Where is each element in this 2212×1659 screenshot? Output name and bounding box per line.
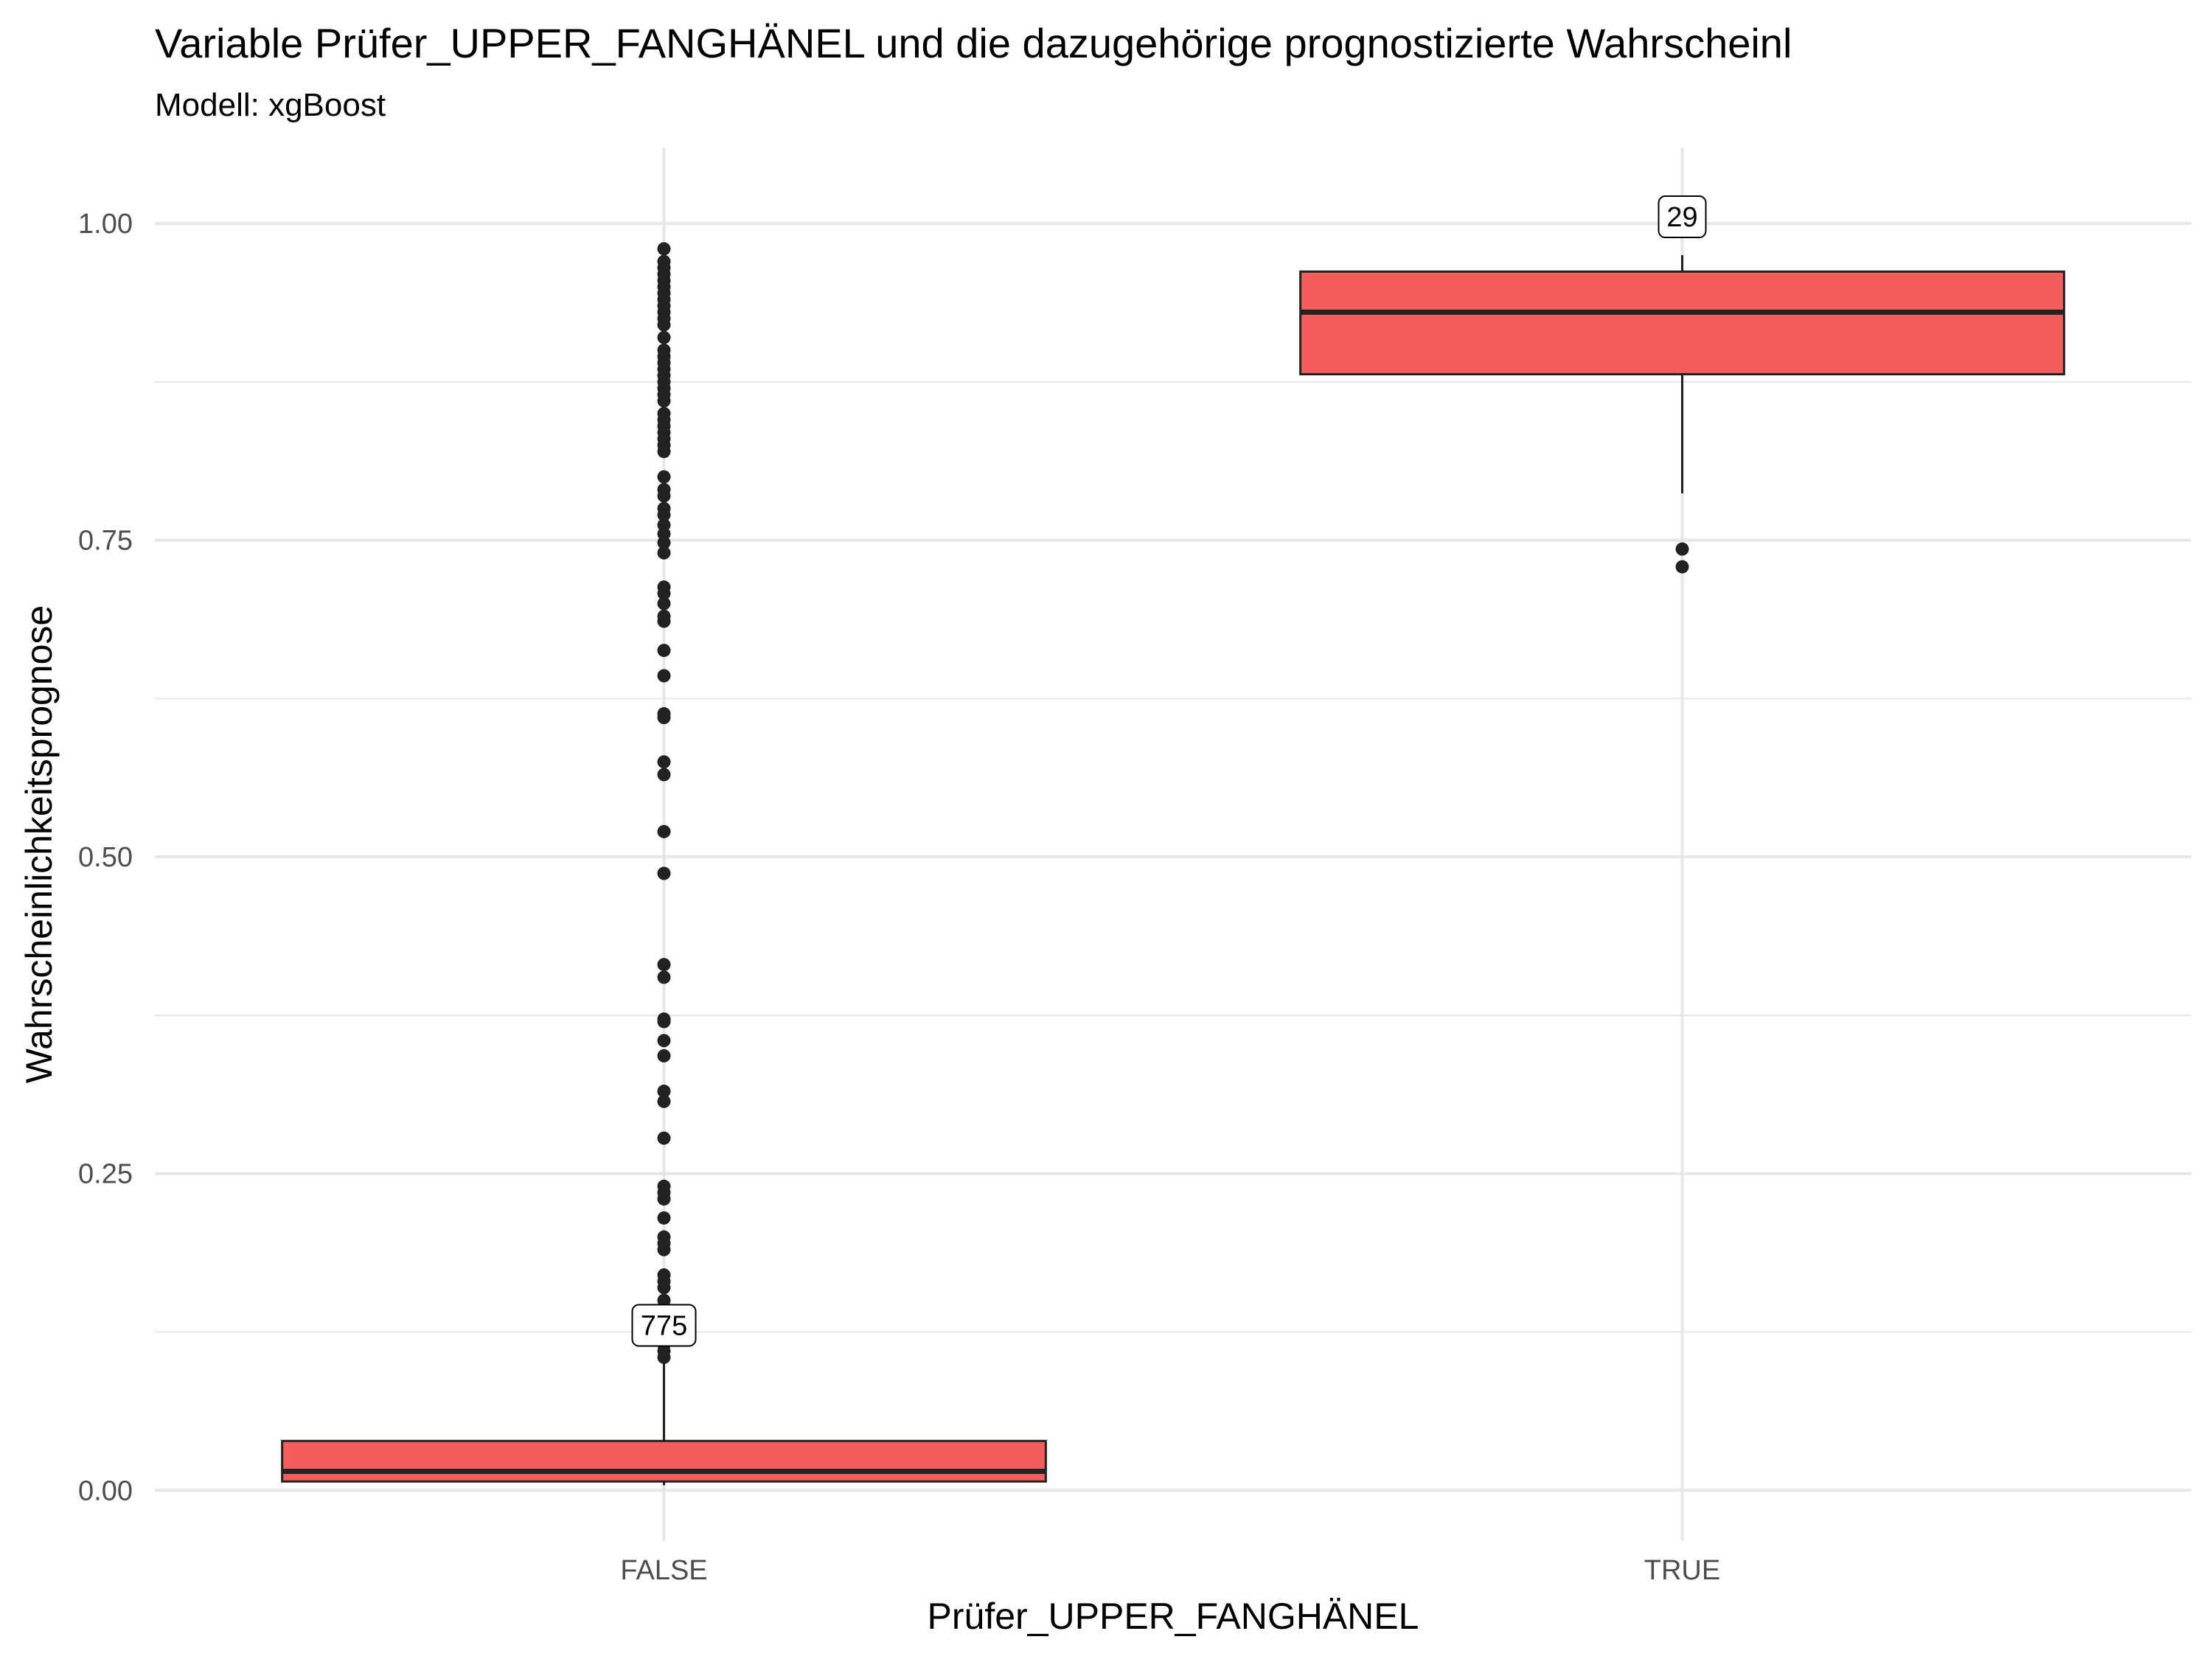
count-label-box <box>631 1304 697 1347</box>
x-tick-label: TRUE <box>1644 1555 1720 1586</box>
outlier-point <box>657 644 671 658</box>
outlier-point <box>657 768 671 782</box>
x-tick-label: FALSE <box>620 1555 707 1586</box>
y-axis: 0.00 0.25 0.50 0.75 1.00 <box>78 209 133 1506</box>
y-tick-label: 0.50 <box>78 842 133 873</box>
box-iqr <box>281 1439 1047 1483</box>
outlier-point <box>657 1034 671 1048</box>
outlier-point <box>657 597 671 611</box>
outlier-point <box>657 343 671 357</box>
outlier-point <box>657 546 671 560</box>
outlier-point <box>657 1268 671 1282</box>
outlier-point <box>657 1094 671 1108</box>
outlier-point <box>657 470 671 484</box>
x-axis: FALSE TRUE <box>620 1555 1720 1586</box>
plot-panel: 775 29 <box>155 147 2191 1541</box>
outlier-point <box>657 755 671 769</box>
outlier-point <box>657 1012 671 1026</box>
outlier-point <box>657 1293 671 1307</box>
outlier-point <box>657 482 671 496</box>
y-tick-label: 0.75 <box>78 526 133 557</box>
x-axis-title: Prüfer_UPPER_FANGHÄNEL <box>928 1596 1419 1637</box>
outlier-point <box>657 824 671 838</box>
box-iqr <box>1299 270 2065 376</box>
outlier-point <box>657 866 671 880</box>
y-tick-label: 1.00 <box>78 209 133 240</box>
outlier-point <box>657 242 671 256</box>
count-label: 29 <box>1666 202 1697 233</box>
boxplot-false: 775 <box>281 242 1047 1486</box>
outlier-point <box>657 254 671 268</box>
outlier-point <box>1675 542 1689 556</box>
outlier-point <box>657 609 671 623</box>
outlier-point <box>657 1230 671 1244</box>
outlier-point <box>657 1179 671 1193</box>
outlier-point <box>657 1211 671 1225</box>
outlier-point <box>657 1085 671 1099</box>
outlier-point <box>1675 560 1689 574</box>
outlier-point <box>657 958 671 972</box>
outlier-point <box>657 669 671 683</box>
outlier-point <box>657 330 671 344</box>
count-label-box <box>1658 195 1707 239</box>
outlier-point <box>657 518 671 532</box>
outlier-point <box>657 1048 671 1062</box>
boxplot-true: 29 <box>1299 195 2065 574</box>
outlier-point <box>657 406 671 420</box>
y-tick-label: 0.25 <box>78 1159 133 1190</box>
chart-subtitle: Modell: xgBoost <box>155 87 386 123</box>
outlier-point <box>657 970 671 984</box>
outlier-point <box>657 707 671 721</box>
outlier-point <box>657 580 671 594</box>
box-layer: 775 29 <box>281 195 2065 1486</box>
outlier-point <box>657 501 671 515</box>
y-tick-label: 0.00 <box>78 1475 133 1506</box>
y-axis-title: Wahrscheinlichkeitsprognose <box>18 605 60 1083</box>
count-label: 775 <box>641 1310 687 1341</box>
chart-title: Variable Prüfer_UPPER_FANGHÄNEL und die … <box>155 20 1792 66</box>
outlier-point <box>657 1131 671 1145</box>
